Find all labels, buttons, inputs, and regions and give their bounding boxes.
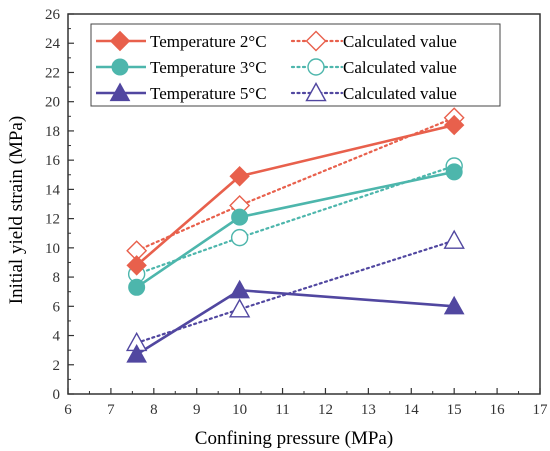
y-axis-title: Initial yield strain (MPa) (6, 116, 27, 304)
y-tick-label: 20 (45, 95, 60, 111)
y-tick-label: 12 (45, 212, 60, 228)
legend-box (90, 23, 501, 107)
y-tick-label: 16 (45, 153, 61, 169)
measured-series-line-0 (135, 123, 455, 267)
x-tick-label: 6 (64, 402, 72, 418)
legend-label: Calculated value (343, 32, 457, 51)
measured-point-4 (229, 279, 250, 299)
legend-label: Temperature 2°C (150, 32, 267, 51)
legend-label: Calculated value (343, 84, 457, 103)
measured-point-2 (445, 163, 463, 181)
x-tick-label: 15 (447, 402, 462, 418)
y-tick-label: 14 (45, 182, 61, 198)
x-tick-label: 12 (318, 402, 333, 418)
calculated-point-5 (443, 229, 465, 249)
y-tick-label: 8 (53, 270, 61, 286)
measured-point-4 (126, 344, 148, 363)
x-tick-label: 11 (275, 402, 289, 418)
legend-marker (305, 30, 327, 52)
calculated-point-3 (230, 228, 249, 247)
y-tick-label: 10 (45, 241, 60, 257)
y-tick-label: 0 (53, 387, 61, 403)
measured-point-4 (443, 295, 465, 315)
measured-series-line-4 (135, 288, 455, 356)
measured-point-2 (128, 278, 146, 296)
x-tick-label: 13 (361, 402, 376, 418)
x-tick-label: 9 (193, 402, 201, 418)
measured-point-0 (126, 255, 147, 276)
y-tick-label: 4 (53, 329, 61, 345)
legend-marker (109, 82, 131, 102)
legend-label: Temperature 5°C (150, 84, 267, 103)
legend-label: Calculated value (343, 58, 457, 77)
y-tick-label: 26 (45, 7, 61, 23)
x-tick-label: 14 (404, 402, 420, 418)
legend-marker (307, 58, 325, 76)
y-tick-label: 2 (53, 358, 61, 374)
measured-point-2 (231, 208, 249, 226)
legend-marker (109, 30, 131, 52)
y-tick-label: 24 (45, 36, 61, 52)
legend-marker (111, 58, 129, 76)
x-tick-label: 16 (490, 402, 506, 418)
y-tick-label: 6 (53, 299, 61, 315)
x-tick-label: 17 (533, 402, 549, 418)
calculated-point-5 (228, 298, 251, 318)
y-tick-label: 22 (45, 65, 60, 81)
x-axis-title: Confining pressure (MPa) (195, 428, 393, 449)
x-tick-label: 7 (107, 402, 115, 418)
x-tick-label: 8 (150, 402, 158, 418)
legend-label: Temperature 3°C (150, 58, 267, 77)
measured-point-0 (229, 166, 250, 187)
y-tick-label: 18 (45, 124, 60, 140)
measured-point-0 (443, 114, 465, 136)
calculated-series-line-5 (135, 239, 456, 344)
x-tick-label: 10 (232, 402, 247, 418)
legend-marker (305, 82, 327, 102)
